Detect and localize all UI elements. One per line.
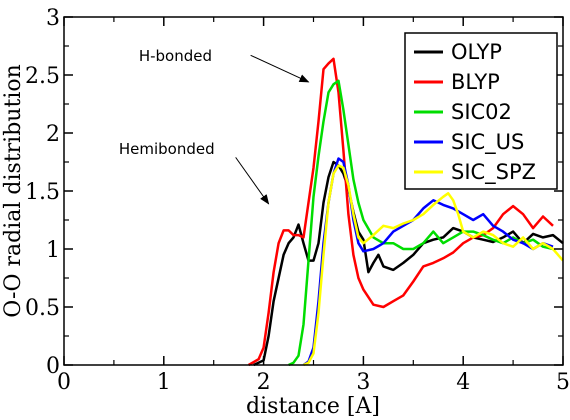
x-axis-label: distance [A] bbox=[246, 394, 380, 419]
legend-entry-label: SIC_US bbox=[451, 130, 524, 155]
y-tick-label: 0 bbox=[46, 354, 60, 379]
series-line-olyp bbox=[253, 160, 564, 367]
legend-entry-label: SIC_SPZ bbox=[451, 160, 536, 185]
y-tick-label: 1.5 bbox=[25, 180, 60, 205]
x-tick-label: 2 bbox=[257, 370, 271, 395]
x-tick-label: 1 bbox=[157, 370, 171, 395]
x-tick-label: 4 bbox=[456, 370, 470, 395]
y-tick-label: 3 bbox=[46, 6, 60, 31]
legend-entry-label: BLYP bbox=[451, 70, 500, 94]
x-tick-label: 0 bbox=[57, 370, 71, 395]
series-layer bbox=[247, 57, 564, 367]
y-tick-label: 2 bbox=[46, 122, 60, 147]
annotation-label: Hemibonded bbox=[119, 140, 215, 158]
axis-ticks: 0 1 2 3 4 5 0 0.5 1 1.5 2 2.5 3 bbox=[25, 6, 570, 395]
y-axis-label: O-O radial distribution bbox=[1, 64, 26, 318]
annotation-label: H-bonded bbox=[139, 47, 212, 65]
legend: OLYP BLYP SIC02 SIC_US SIC_SPZ bbox=[404, 32, 558, 190]
y-tick-label: 2.5 bbox=[25, 64, 60, 89]
x-tick-label: 5 bbox=[556, 370, 570, 395]
annotation-arrow bbox=[250, 54, 310, 83]
legend-entry-label: OLYP bbox=[451, 40, 502, 64]
y-tick-label: 1 bbox=[46, 238, 60, 263]
y-tick-label: 0.5 bbox=[25, 296, 60, 321]
series-line-sic-spz bbox=[302, 164, 564, 367]
annotation-arrow bbox=[235, 157, 270, 205]
legend-entry-label: SIC02 bbox=[451, 100, 512, 124]
annotations: H-bonded Hemibonded bbox=[119, 47, 310, 205]
x-tick-label: 3 bbox=[356, 370, 370, 395]
series-line-blyp bbox=[247, 57, 554, 367]
